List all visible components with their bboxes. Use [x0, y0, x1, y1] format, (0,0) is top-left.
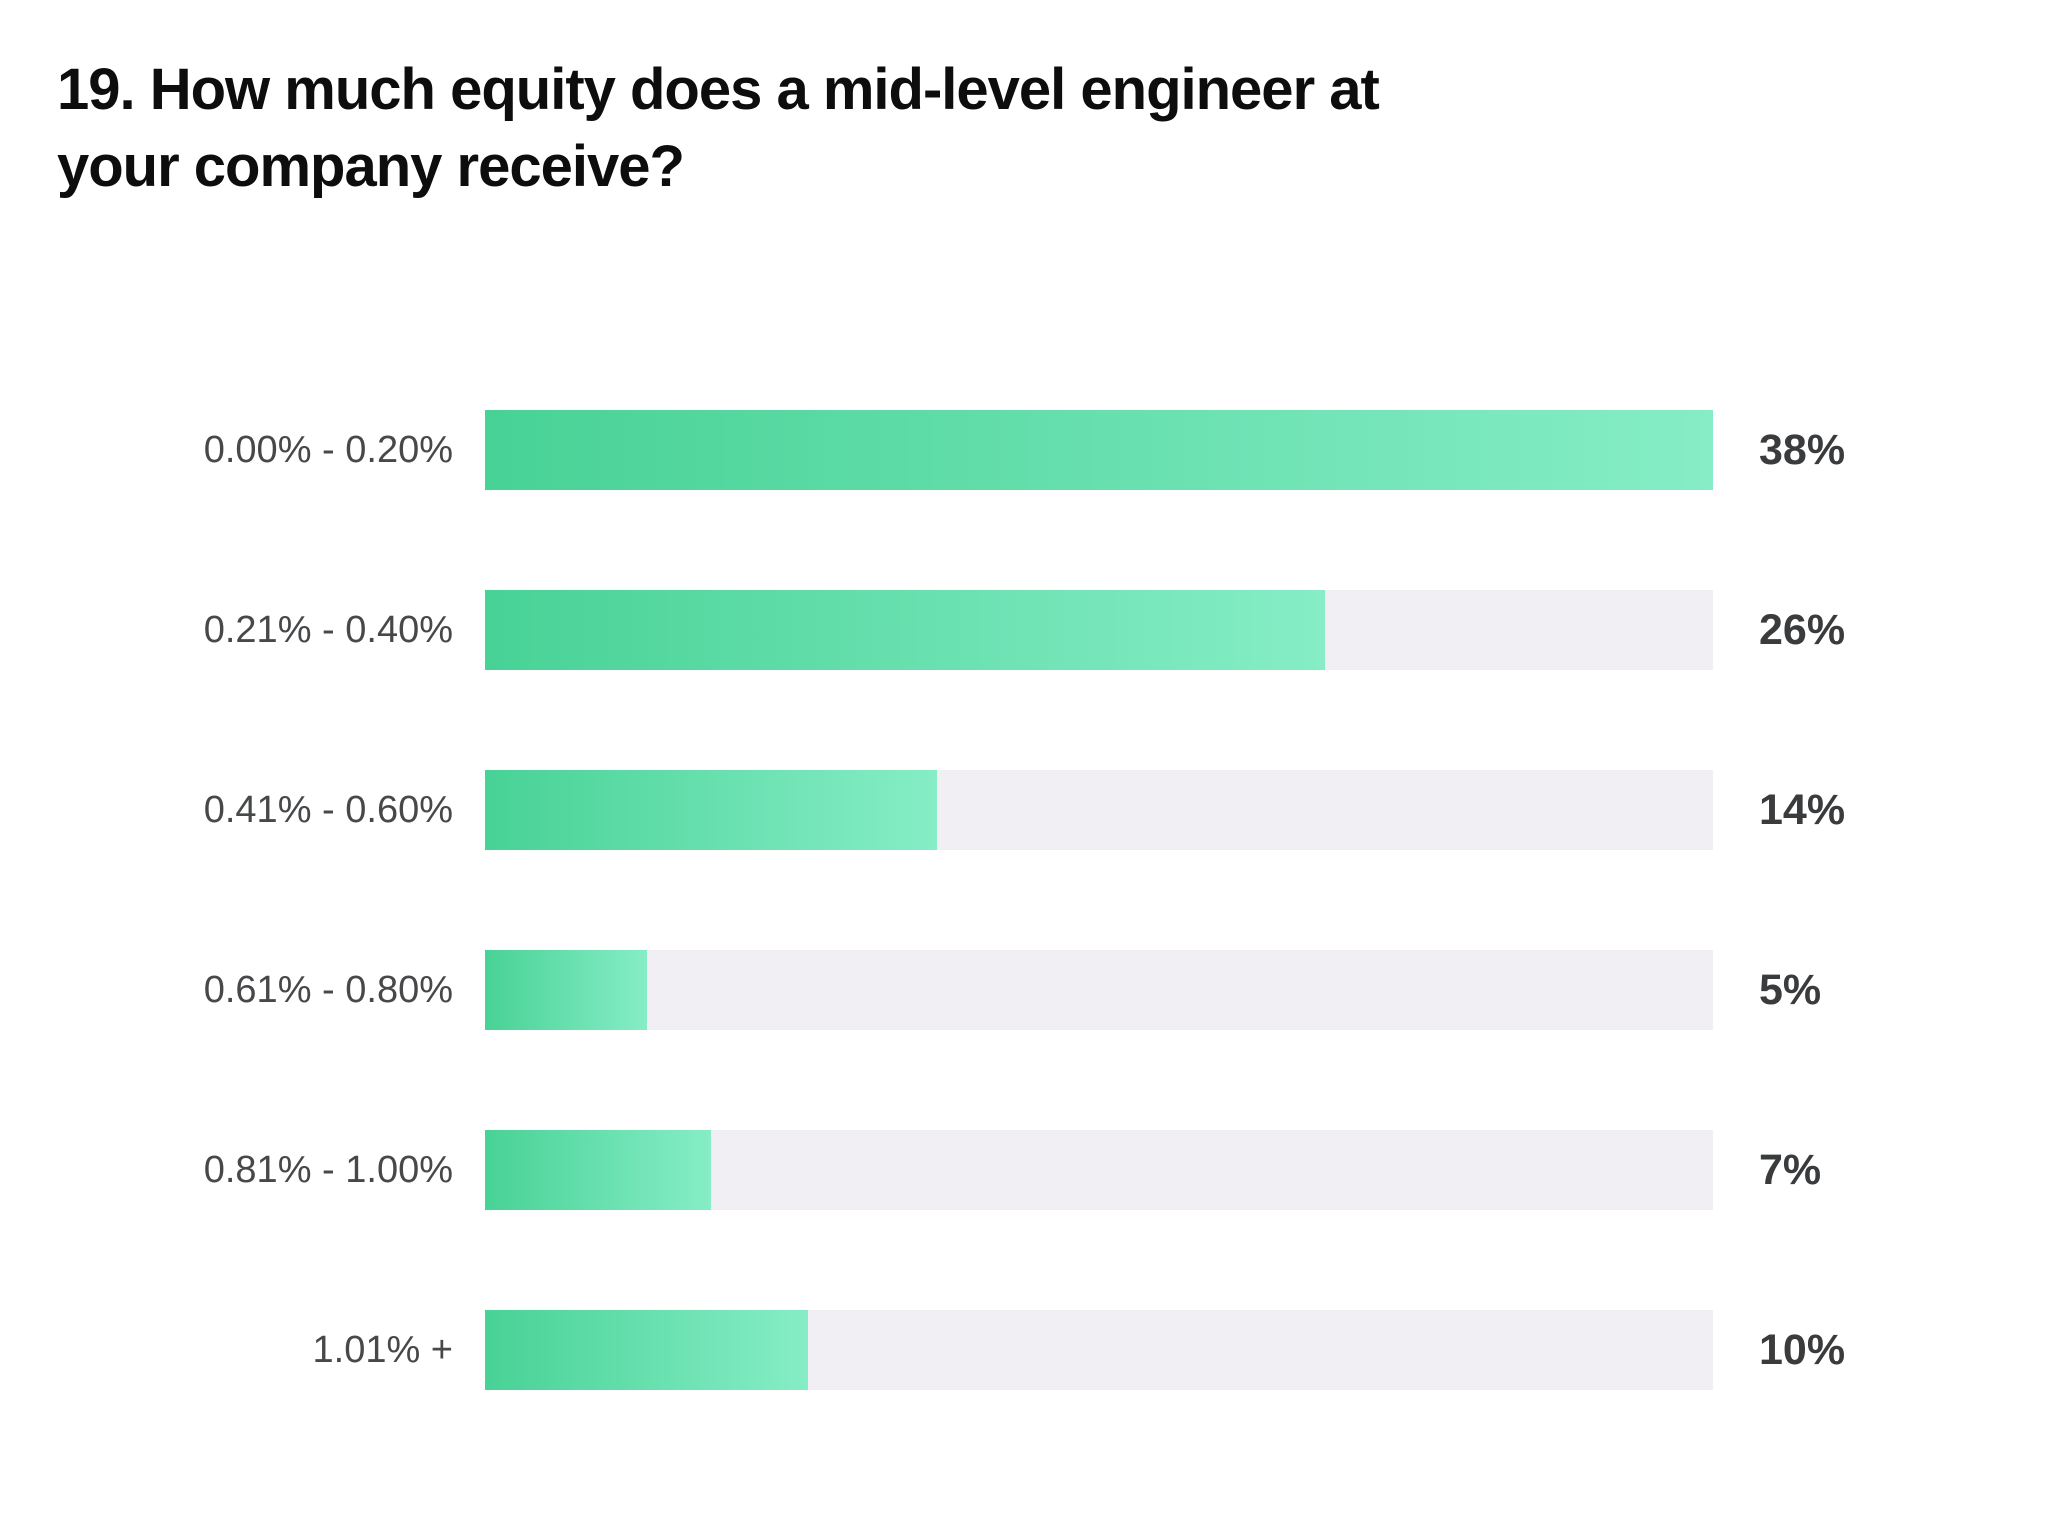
category-label: 0.00% - 0.20% [203, 428, 453, 471]
bar-track [485, 770, 1713, 850]
value-label: 14% [1759, 785, 1846, 834]
category-label: 1.01% + [312, 1328, 454, 1371]
bar-fill [485, 1310, 809, 1390]
category-label: 0.21% - 0.40% [203, 608, 453, 651]
bar-fill [485, 590, 1326, 670]
bar-fill [485, 770, 938, 850]
chart-row: 0.61% - 0.80% 5% [0, 900, 2048, 1080]
bar-track [485, 590, 1713, 670]
chart-row: 0.00% - 0.20% 38% [0, 360, 2048, 540]
bar-fill [485, 410, 1713, 490]
value-label: 26% [1759, 605, 1846, 654]
bar-track [485, 410, 1713, 490]
bar-fill [485, 1130, 712, 1210]
value-label: 5% [1759, 965, 1822, 1014]
bar-track [485, 1310, 1713, 1390]
bar-fill [485, 950, 647, 1030]
value-label: 7% [1759, 1145, 1822, 1194]
chart-row: 0.21% - 0.40% 26% [0, 540, 2048, 720]
chart-row: 0.81% - 1.00% 7% [0, 1080, 2048, 1260]
value-label: 38% [1759, 425, 1846, 474]
bar-track [485, 950, 1713, 1030]
chart-row: 1.01% + 10% [0, 1260, 2048, 1440]
equity-bar-chart: 0.00% - 0.20% 38% 0.21% - 0.40% 26% 0.41% - … [0, 360, 2048, 1440]
chart-title: 19. How much equity does a mid-level eng… [57, 52, 1657, 205]
bar-track [485, 1130, 1713, 1210]
chart-title-line-1: 19. How much equity does a mid-level eng… [57, 57, 1380, 122]
value-label: 10% [1759, 1325, 1846, 1374]
category-label: 0.81% - 1.00% [203, 1148, 453, 1191]
category-label: 0.41% - 0.60% [203, 788, 453, 831]
chart-row: 0.41% - 0.60% 14% [0, 720, 2048, 900]
category-label: 0.61% - 0.80% [203, 968, 453, 1011]
chart-title-line-2: your company receive? [57, 133, 685, 199]
